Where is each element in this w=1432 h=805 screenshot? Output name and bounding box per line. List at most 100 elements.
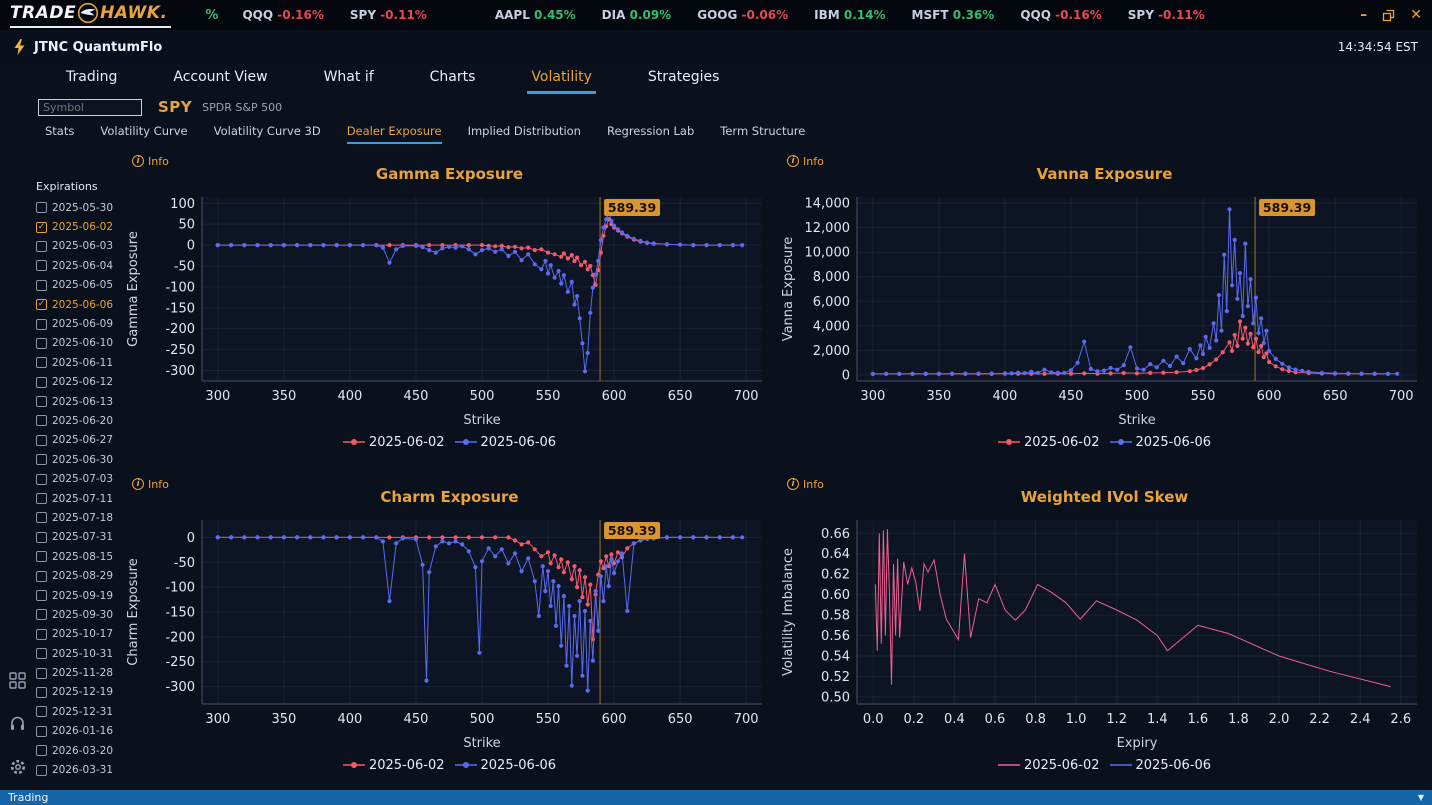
subtab-volatility-curve-3d[interactable]: Volatility Curve 3D xyxy=(213,124,321,138)
info-button[interactable]: i Info xyxy=(787,155,824,168)
info-button[interactable]: i Info xyxy=(132,478,169,491)
expiration-checkbox[interactable] xyxy=(36,706,47,718)
tab-volatility[interactable]: Volatility xyxy=(527,65,596,94)
expiration-row-2025-06-02[interactable]: ✓ 2025-06-02 xyxy=(36,217,122,236)
status-caret-icon[interactable]: ▼ xyxy=(1417,793,1424,802)
expiration-row-2025-11-28[interactable]: 2025-11-28 xyxy=(36,663,122,682)
expiration-row-2026-03-31[interactable]: 2026-03-31 xyxy=(36,760,122,779)
expiration-row-2025-07-31[interactable]: 2025-07-31 xyxy=(36,528,122,547)
expiration-checkbox[interactable] xyxy=(36,764,47,776)
expiration-checkbox[interactable] xyxy=(36,551,47,563)
legend-item-2025-06-02[interactable]: 2025-06-02 xyxy=(342,758,445,773)
expiration-checkbox[interactable] xyxy=(36,434,47,446)
expiration-row-2025-06-13[interactable]: 2025-06-13 xyxy=(36,392,122,411)
expiration-row-2025-06-09[interactable]: 2025-06-09 xyxy=(36,314,122,333)
expiration-checkbox[interactable]: ✓ xyxy=(36,221,47,233)
expiration-row-2025-06-04[interactable]: 2025-06-04 xyxy=(36,256,122,275)
weighted-ivol-skew-chart[interactable]: 0.0 0.2 0.4 0.6 0.8 1.0 1.2 1.4 1.6 1.8 2.0 2.2 2.4 2… xyxy=(779,510,1431,754)
expiration-row-2025-06-06[interactable]: ✓ 2025-06-06 xyxy=(36,295,122,314)
expiration-checkbox[interactable] xyxy=(36,260,47,272)
expiration-row-2025-07-18[interactable]: 2025-07-18 xyxy=(36,508,122,527)
ticker-quote-spy-1[interactable]: SPY -0.11% xyxy=(350,8,427,22)
expiration-checkbox[interactable] xyxy=(36,357,47,369)
ticker-quote-dia-3[interactable]: DIA 0.09% xyxy=(602,8,672,22)
legend-item-2025-06-06[interactable]: 2025-06-06 xyxy=(454,758,556,773)
expiration-row-2025-09-30[interactable]: 2025-09-30 xyxy=(36,605,122,624)
tab-trading[interactable]: Trading xyxy=(66,69,118,85)
legend-item-2025-06-02[interactable]: 2025-06-02 xyxy=(342,435,445,450)
expiration-checkbox[interactable] xyxy=(36,590,47,601)
legend-item-2025-06-02[interactable]: 2025-06-02 xyxy=(997,758,1100,773)
subtab-dealer-exposure[interactable]: Dealer Exposure xyxy=(346,124,442,144)
ticker-quote-goog-4[interactable]: GOOG -0.06% xyxy=(697,8,788,22)
expiration-checkbox[interactable] xyxy=(36,396,47,408)
close-button[interactable]: ✕ xyxy=(1410,7,1422,23)
gear-icon[interactable] xyxy=(9,758,27,776)
expiration-row-2025-06-27[interactable]: 2025-06-27 xyxy=(36,431,122,450)
expiration-checkbox[interactable] xyxy=(36,648,47,660)
expiration-checkbox[interactable] xyxy=(36,454,47,466)
charm-exposure-chart[interactable]: 589.39 300 350 400 450 500 550 600 650 700 0 -50 -10… xyxy=(124,510,776,754)
expiration-checkbox[interactable] xyxy=(36,686,47,698)
subtab-volatility-curve[interactable]: Volatility Curve xyxy=(100,124,188,138)
legend-item-2025-06-06[interactable]: 2025-06-06 xyxy=(1109,435,1211,450)
ticker-quote-aapl-2[interactable]: AAPL 0.45% xyxy=(495,8,576,22)
headset-icon[interactable] xyxy=(9,715,26,732)
expiration-checkbox[interactable] xyxy=(36,512,47,524)
expiration-row-2025-06-05[interactable]: 2025-06-05 xyxy=(36,276,122,295)
symbol-input[interactable] xyxy=(38,98,142,116)
expiration-row-2025-06-11[interactable]: 2025-06-11 xyxy=(36,353,122,372)
apps-grid-icon[interactable] xyxy=(9,672,26,689)
expiration-checkbox[interactable] xyxy=(36,376,47,388)
tab-what-if[interactable]: What if xyxy=(323,69,374,85)
expiration-row-2025-10-31[interactable]: 2025-10-31 xyxy=(36,644,122,663)
info-button[interactable]: i Info xyxy=(132,155,169,168)
expiration-row-2026-03-20[interactable]: 2026-03-20 xyxy=(36,741,122,760)
expiration-checkbox[interactable] xyxy=(36,725,47,737)
expiration-row-2025-05-30[interactable]: 2025-05-30 xyxy=(36,198,122,217)
expiration-row-2025-12-19[interactable]: 2025-12-19 xyxy=(36,683,122,702)
expiration-checkbox[interactable] xyxy=(36,279,47,291)
legend-item-2025-06-06[interactable]: 2025-06-06 xyxy=(1109,758,1211,773)
expiration-checkbox[interactable] xyxy=(36,609,47,621)
subtab-term-structure[interactable]: Term Structure xyxy=(720,124,806,138)
expiration-checkbox[interactable] xyxy=(36,202,47,214)
subtab-implied-distribution[interactable]: Implied Distribution xyxy=(467,124,581,138)
expiration-row-2025-12-31[interactable]: 2025-12-31 xyxy=(36,702,122,721)
ticker-quote-qqq-7[interactable]: QQQ -0.16% xyxy=(1020,8,1101,22)
tab-account-view[interactable]: Account View xyxy=(173,69,268,85)
ticker-quote-msft-6[interactable]: MSFT 0.36% xyxy=(912,8,995,22)
restore-button[interactable] xyxy=(1382,9,1395,22)
legend-item-2025-06-02[interactable]: 2025-06-02 xyxy=(997,435,1100,450)
expiration-row-2025-09-19[interactable]: 2025-09-19 xyxy=(36,586,122,605)
expiration-row-2025-06-12[interactable]: 2025-06-12 xyxy=(36,373,122,392)
expiration-checkbox[interactable] xyxy=(36,415,47,427)
expiration-checkbox[interactable] xyxy=(36,337,47,349)
ticker-quote-ibm-5[interactable]: IBM 0.14% xyxy=(814,8,885,22)
expiration-row-2025-07-11[interactable]: 2025-07-11 xyxy=(36,489,122,508)
expiration-row-2025-06-30[interactable]: 2025-06-30 xyxy=(36,450,122,469)
expiration-checkbox[interactable] xyxy=(36,493,47,505)
expiration-row-2025-10-17[interactable]: 2025-10-17 xyxy=(36,625,122,644)
expiration-row-2025-06-03[interactable]: 2025-06-03 xyxy=(36,237,122,256)
expiration-row-2025-08-29[interactable]: 2025-08-29 xyxy=(36,566,122,585)
expiration-row-2025-06-20[interactable]: 2025-06-20 xyxy=(36,411,122,430)
expiration-checkbox[interactable] xyxy=(36,667,47,679)
expiration-checkbox[interactable] xyxy=(36,318,47,330)
tab-charts[interactable]: Charts xyxy=(429,69,476,85)
vanna-exposure-chart[interactable]: 589.39 300 350 400 450 500 550 600 650 700 0 2,000 4… xyxy=(779,187,1431,431)
expiration-checkbox[interactable] xyxy=(36,240,47,252)
legend-item-2025-06-06[interactable]: 2025-06-06 xyxy=(454,435,556,450)
expiration-checkbox[interactable] xyxy=(36,473,47,485)
expiration-row-2025-08-15[interactable]: 2025-08-15 xyxy=(36,547,122,566)
ticker-quote-spy-8[interactable]: SPY -0.11% xyxy=(1128,8,1205,22)
expiration-checkbox[interactable]: ✓ xyxy=(36,299,47,311)
expiration-row-2026-01-16[interactable]: 2026-01-16 xyxy=(36,722,122,741)
expiration-row-2025-07-03[interactable]: 2025-07-03 xyxy=(36,469,122,488)
expiration-row-2025-06-10[interactable]: 2025-06-10 xyxy=(36,334,122,353)
subtab-regression-lab[interactable]: Regression Lab xyxy=(606,124,695,138)
tab-strategies[interactable]: Strategies xyxy=(647,69,720,85)
minimize-button[interactable]: – xyxy=(1360,7,1368,23)
info-button[interactable]: i Info xyxy=(787,478,824,491)
